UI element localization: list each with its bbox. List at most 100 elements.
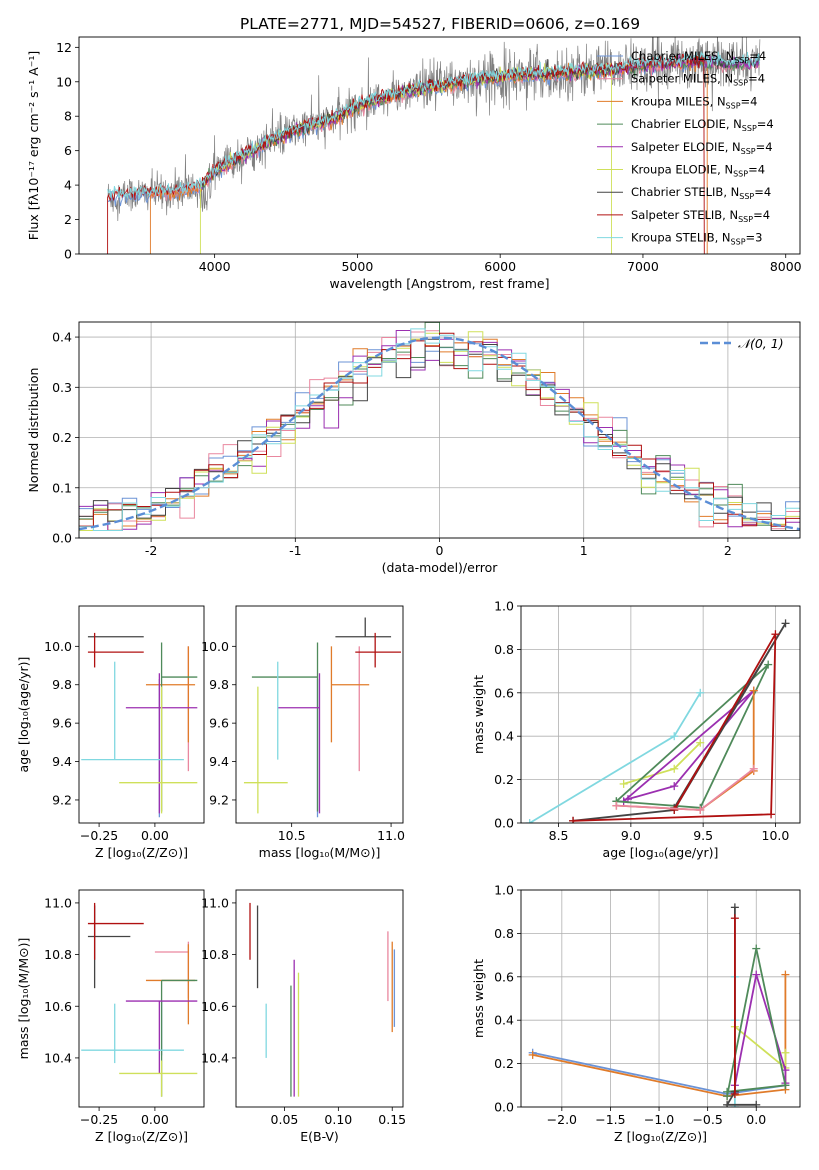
y-tick-label: 0.8 (494, 926, 514, 941)
legend-label: Kroupa MILES, NSSP=4 (631, 94, 757, 110)
histogram-plot (79, 322, 800, 538)
x-tick-label: −0.5 (692, 1112, 722, 1127)
x-tick-label: 6000 (484, 259, 516, 274)
x-tick-label: 0.00 (141, 1112, 169, 1127)
legend-label: Chabrier ELODIE, NSSP=4 (631, 117, 774, 133)
x-axis-label: age [log₁₀(age/yr)] (603, 845, 719, 860)
y-tick-label: 10.0 (201, 639, 229, 654)
x-tick-label: 0.10 (324, 1112, 352, 1127)
model-spectrum (107, 50, 760, 199)
x-tick-label: 0.15 (378, 1112, 406, 1127)
x-tick-label: 11.0 (377, 828, 405, 843)
x-tick-label: 0.05 (271, 1112, 299, 1127)
weight_vs_Z-axes: −2.0 −1.5 −1.0 −0.5 0.0 0.0 0.2 0.4 0.6 0.8 1.0 Z [… (471, 883, 800, 1144)
x-tick-label: 4000 (199, 259, 231, 274)
axes-frame (520, 889, 801, 1108)
y-tick-label: 10.6 (44, 999, 72, 1014)
mass_vs_ebv-axes: 0.05 0.10 0.15 10.4 10.6 10.8 11.0 E(B-V) (201, 895, 406, 1144)
y-tick-label: 9.8 (209, 677, 229, 692)
x-tick-label: −0.25 (80, 1112, 118, 1127)
x-axis-label: Z [log₁₀(Z/Z⊙)] (95, 1129, 188, 1144)
weight_vs_age-plot (525, 619, 790, 823)
x-tick-label: 7000 (627, 259, 659, 274)
x-tick-label: 0.00 (141, 828, 169, 843)
y-tick-label: 0.4 (494, 1013, 514, 1028)
x-tick-label: 0.0 (746, 1112, 766, 1127)
y-tick-label: 9.2 (209, 792, 229, 807)
legend-label: Salpeter MILES, NSSP=4 (631, 72, 765, 88)
y-tick-label: 9.4 (209, 754, 229, 769)
x-tick-label: -2 (145, 543, 157, 558)
x-tick-label: −0.25 (80, 828, 118, 843)
x-axis-label: E(B-V) (300, 1129, 339, 1144)
y-tick-label: 9.8 (52, 677, 72, 692)
mass_vs_Z-axes: −0.25 0.00 10.4 10.6 10.8 11.0 Z [log₁₀(Z/Z⊙)]… (16, 895, 188, 1144)
y-tick-label: 10.4 (44, 1050, 72, 1065)
y-tick-label: 0.2 (494, 1056, 514, 1071)
y-tick-label: 0.0 (494, 1100, 514, 1115)
spectrum-axes: 4000 5000 6000 7000 8000 0 2 4 6 8 10 12 wavelength … (26, 40, 802, 291)
y-tick-label: 10.8 (201, 947, 229, 962)
spectrum-legend: Chabrier MILES, NSSP=4 Salpeter MILES, NS… (597, 49, 774, 247)
mass_vs_ebv-plot (249, 902, 396, 1097)
y-tick-label: 4 (64, 178, 72, 193)
age_vs_mass-axes: 10.5 11.0 9.2 9.4 9.6 9.8 10.0 mass [log₁₀(M/M⊙… (201, 639, 405, 860)
x-tick-label: −1.5 (595, 1112, 625, 1127)
y-tick-label: 1.0 (494, 883, 514, 898)
y-axis-label: mass weight (471, 675, 486, 754)
y-tick-label: 0.2 (52, 430, 72, 445)
figure-title: PLATE=2771, MJD=54527, FIBERID=0606, z=0… (240, 15, 640, 33)
weight-line (532, 974, 787, 1098)
x-tick-label: 8.5 (549, 828, 569, 843)
y-tick-label: 0.6 (494, 685, 514, 700)
weight-line (615, 663, 770, 809)
age_vs_Z-plot (81, 632, 198, 818)
y-axis-label: Flux [fλ10⁻¹⁷ erg cm⁻² s⁻¹ A⁻¹] (26, 51, 41, 240)
x-tick-label: 1 (580, 543, 588, 558)
normal-curve (79, 336, 800, 531)
y-tick-label: 0.4 (494, 729, 514, 744)
spectrum-plot (107, 37, 761, 254)
x-axis-label: Z [log₁₀(Z/Z⊙)] (95, 845, 188, 860)
x-tick-label: −2.0 (547, 1112, 577, 1127)
y-tick-label: 10.6 (201, 999, 229, 1014)
weight-line (726, 948, 787, 1097)
y-tick-label: 8 (64, 109, 72, 124)
axes-frame (78, 889, 205, 1108)
legend-label: Kroupa ELODIE, NSSP=4 (631, 163, 765, 179)
y-tick-label: 0 (64, 247, 72, 262)
x-tick-label: 5000 (341, 259, 373, 274)
x-tick-label: −1.0 (644, 1112, 674, 1127)
y-tick-label: 10.4 (201, 1050, 229, 1065)
axes-frame (78, 36, 801, 255)
histogram-series (79, 332, 800, 538)
y-axis-label: age [log₁₀(age/yr)] (16, 657, 31, 773)
y-tick-label: 9.6 (209, 716, 229, 731)
x-axis-label: mass [log₁₀(M/M⊙)] (259, 845, 381, 860)
y-tick-label: 10.0 (44, 639, 72, 654)
y-tick-label: 12 (56, 40, 72, 55)
y-tick-label: 11.0 (201, 895, 229, 910)
y-axis-label: mass [log₁₀(M/M⊙)] (16, 938, 31, 1060)
y-tick-label: 0.4 (52, 330, 72, 345)
axes-frame (235, 605, 404, 824)
y-tick-label: 0.6 (494, 969, 514, 984)
y-tick-label: 2 (64, 212, 72, 227)
x-tick-label: 9.0 (621, 828, 641, 843)
legend-label: Salpeter ELODIE, NSSP=4 (631, 140, 773, 156)
x-tick-label: -1 (289, 543, 301, 558)
weight-line (572, 633, 777, 822)
y-tick-label: 0.2 (494, 772, 514, 787)
x-axis-label: (data-model)/error (382, 560, 499, 575)
age_vs_Z-axes: −0.25 0.00 9.2 9.4 9.6 9.8 10.0 Z [log₁₀(Z/Z⊙)]… (16, 639, 188, 860)
x-tick-label: 0 (436, 543, 444, 558)
x-tick-label: 10.5 (278, 828, 306, 843)
y-tick-label: 0.0 (52, 531, 72, 546)
axes-frame (78, 321, 801, 539)
x-axis-label: wavelength [Angstrom, rest frame] (329, 276, 549, 291)
axes-frame (78, 605, 205, 824)
plots-layer: 4000 5000 6000 7000 8000024681012wavelength … (16, 36, 802, 1144)
weight-line (734, 974, 787, 1086)
legend-label: Salpeter STELIB, NSSP=4 (631, 208, 770, 224)
y-tick-label: 0.0 (494, 816, 514, 831)
